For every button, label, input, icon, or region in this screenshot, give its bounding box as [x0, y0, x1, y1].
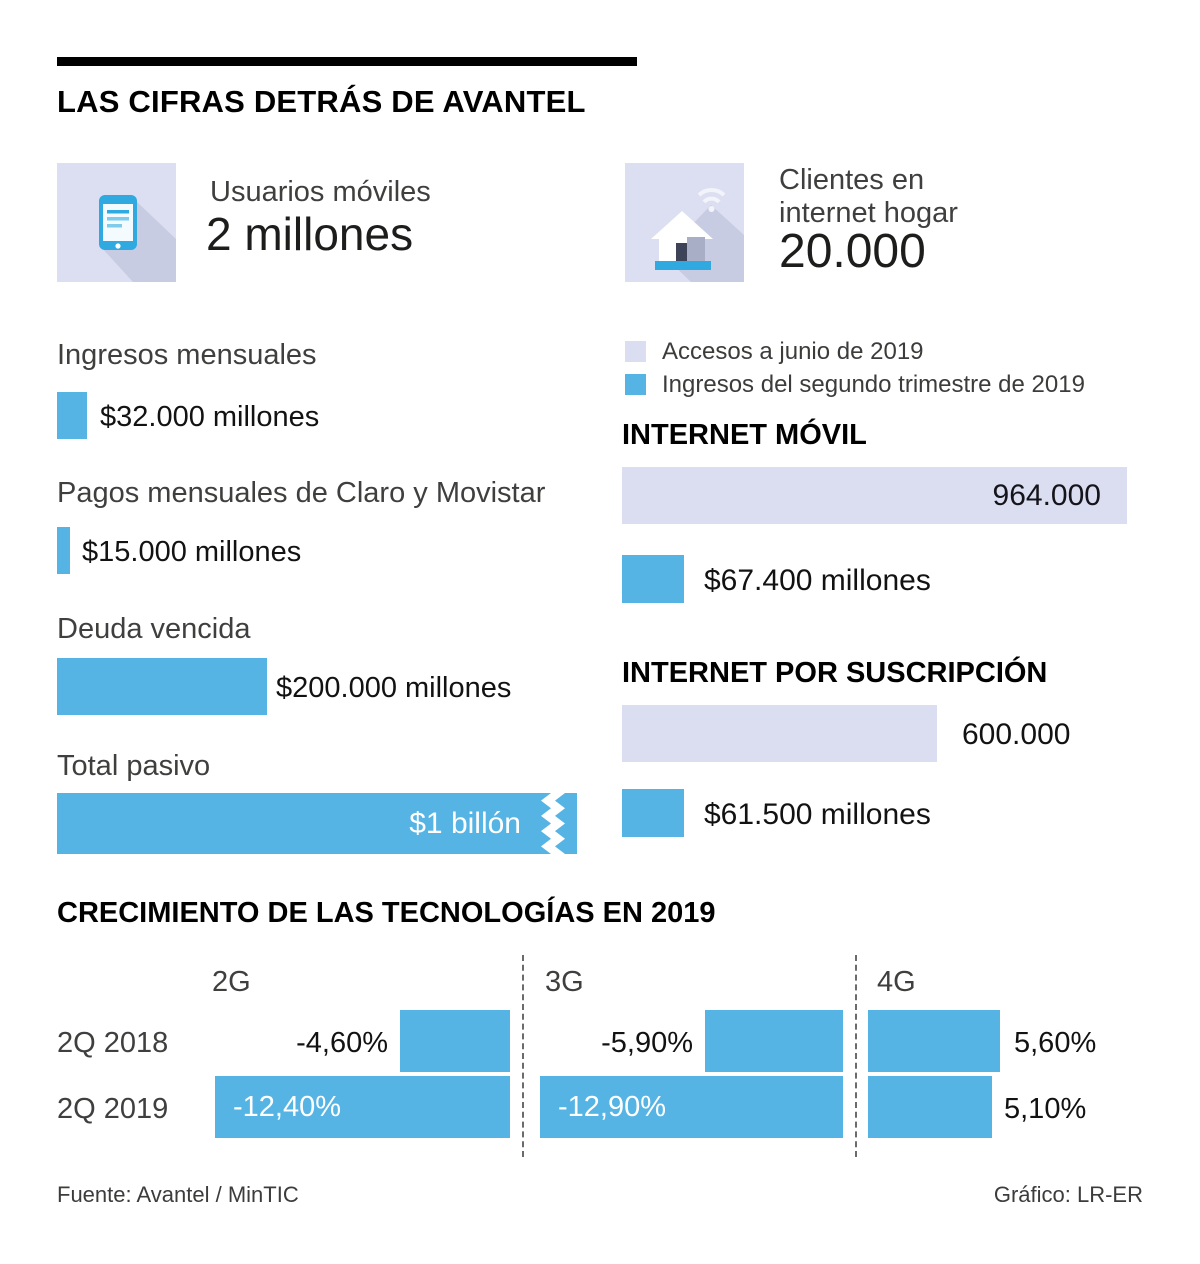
- tech-2019-4g-value: 5,10%: [1004, 1093, 1087, 1125]
- tech-2018-3g-bar: [705, 1010, 843, 1072]
- internet-suscripcion-ingresos-value: $61.500 millones: [704, 798, 931, 831]
- finance-bar-pagos: [57, 527, 70, 574]
- tech-2019-3g-bar: -12,90%: [540, 1076, 843, 1138]
- legend-swatch-accesos: [625, 341, 646, 362]
- internet-suscripcion-ingresos-bar: [622, 789, 684, 837]
- mobile-users-label: Usuarios móviles: [210, 176, 431, 208]
- tech-2018-3g-value: -5,90%: [601, 1027, 693, 1059]
- divider-2g-3g: [522, 955, 524, 1157]
- tech-2019-3g-value: -12,90%: [558, 1090, 667, 1123]
- graphic-credit: Gráfico: LR-ER: [993, 1182, 1143, 1207]
- finance-bar-ingresos: [57, 392, 87, 439]
- internet-suscripcion-accesos-value: 600.000: [962, 718, 1071, 751]
- tech-row-label-2018: 2Q 2018: [57, 1027, 169, 1059]
- internet-movil-accesos-bar: 964.000: [622, 467, 1127, 524]
- tech-2018-4g-bar: [868, 1010, 1000, 1072]
- tech-2018-2g-value: -4,60%: [296, 1027, 388, 1059]
- home-internet-value: 20.000: [779, 225, 926, 278]
- finance-value-pasivo: $1 billón: [409, 806, 521, 840]
- tech-2019-4g-bar: [868, 1076, 992, 1138]
- tech-2019-2g-bar: -12,40%: [215, 1076, 510, 1138]
- finance-bar-pasivo: $1 billón: [57, 793, 577, 854]
- internet-movil-ingresos-value: $67.400 millones: [704, 564, 931, 597]
- tech-group-2g: 2G: [212, 966, 251, 998]
- house-wifi-icon: [625, 163, 744, 282]
- home-internet-label-line1: Clientes en: [779, 164, 925, 196]
- home-internet-label: Clientes en internet hogar: [779, 164, 958, 230]
- finance-value-pagos: $15.000 millones: [82, 536, 302, 568]
- legend-label-ingresos: Ingresos del segundo trimestre de 2019: [662, 371, 1085, 398]
- tech-group-4g: 4G: [877, 966, 916, 998]
- finance-label-pasivo: Total pasivo: [57, 750, 211, 782]
- tech-2018-4g-value: 5,60%: [1014, 1027, 1097, 1059]
- legend-swatch-ingresos: [625, 374, 646, 395]
- tech-group-3g: 3G: [545, 966, 584, 998]
- internet-movil-heading: INTERNET MÓVIL: [622, 419, 867, 451]
- divider-3g-4g: [855, 955, 857, 1157]
- tech-2019-2g-value: -12,40%: [233, 1090, 342, 1123]
- source-credit: Fuente: Avantel / MinTIC: [57, 1182, 299, 1207]
- finance-label-ingresos: Ingresos mensuales: [57, 339, 317, 371]
- internet-movil-ingresos-bar: [622, 555, 684, 603]
- finance-value-ingresos: $32.000 millones: [100, 401, 320, 433]
- header-rule: [57, 57, 637, 66]
- internet-suscripcion-accesos-bar: [622, 705, 937, 762]
- internet-suscripcion-heading: INTERNET POR SUSCRIPCIÓN: [622, 657, 1048, 689]
- finance-value-deuda: $200.000 millones: [276, 672, 512, 704]
- legend-label-accesos: Accesos a junio de 2019: [662, 338, 924, 365]
- finance-bar-deuda: [57, 658, 267, 715]
- tech-heading: CRECIMIENTO DE LAS TECNOLOGÍAS EN 2019: [57, 897, 716, 929]
- finance-label-deuda: Deuda vencida: [57, 613, 251, 645]
- page-title: LAS CIFRAS DETRÁS DE AVANTEL: [57, 84, 586, 119]
- tech-2018-2g-bar: [400, 1010, 510, 1072]
- internet-movil-accesos-value: 964.000: [992, 478, 1101, 512]
- home-internet-label-line2: internet hogar: [779, 197, 958, 229]
- mobile-users-value: 2 millones: [206, 208, 414, 260]
- tech-row-label-2019: 2Q 2019: [57, 1093, 169, 1125]
- bar-break-icon: [541, 793, 565, 854]
- smartphone-icon: [57, 163, 176, 282]
- finance-label-pagos: Pagos mensuales de Claro y Movistar: [57, 477, 546, 509]
